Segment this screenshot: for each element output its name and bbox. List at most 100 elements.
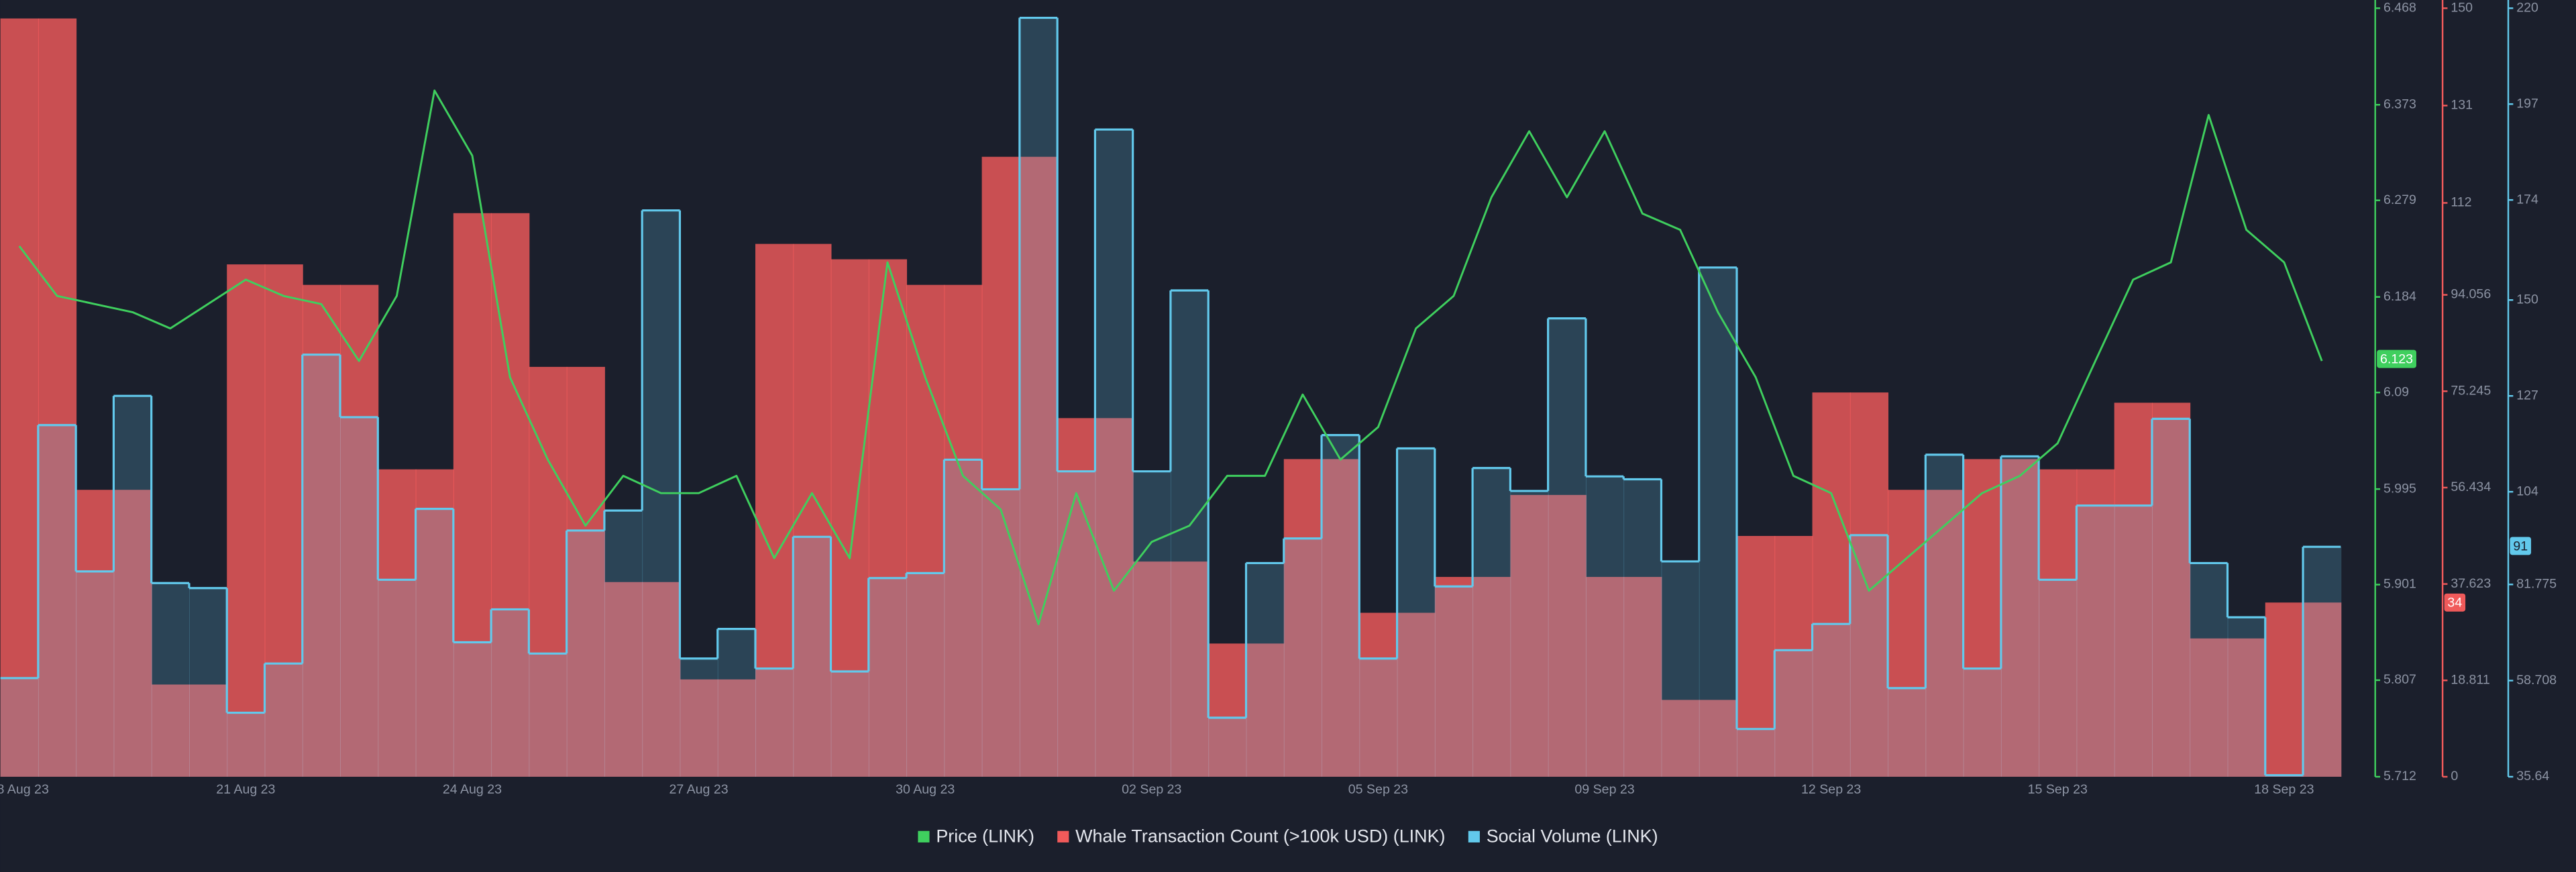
whale-count-bar <box>1888 490 1927 777</box>
x-tick-label: 18 Aug 23 <box>0 782 49 797</box>
whale-count-bar <box>642 582 681 777</box>
social-volume-step <box>755 668 794 777</box>
legend-label: Whale Transaction Count (>100k USD) (LIN… <box>1075 826 1445 847</box>
whale-count-bar <box>38 18 77 777</box>
badge-box <box>2444 593 2466 612</box>
whale-count-bar <box>340 284 379 777</box>
social-volume-step <box>453 642 492 777</box>
whale-count-bar <box>1963 459 2002 777</box>
whale-count-bar <box>1322 459 1360 777</box>
legend: Price (LINK) Whale Transaction Count (>10… <box>918 826 1658 847</box>
social-volume-step <box>1434 586 1474 777</box>
social-volume-step <box>76 571 115 777</box>
social-volume-step <box>717 629 756 777</box>
y-tick-label: 81.775 <box>2516 576 2557 591</box>
social-volume-step <box>2303 547 2342 777</box>
whale-count-bar <box>830 259 869 777</box>
whale-count-bar <box>1057 418 1096 777</box>
x-tick-label: 15 Sep 23 <box>2028 782 2088 797</box>
legend-label: Price (LINK) <box>936 826 1034 847</box>
x-tick-label: 21 Aug 23 <box>216 782 275 797</box>
whale-count-bar <box>0 18 39 777</box>
y-tick-label: 6.184 <box>2383 289 2416 304</box>
whale-count-bar <box>151 684 190 777</box>
social-volume-step <box>680 658 718 777</box>
whale-count-bar <box>2303 602 2342 777</box>
whale-count-bar <box>793 243 832 777</box>
social-volume-step <box>2114 505 2153 777</box>
x-tick-label: 09 Sep 23 <box>1574 782 1634 797</box>
whale-count-bar <box>1170 561 1210 777</box>
y-tick-label: 0 <box>2451 769 2458 783</box>
whale-count-bar <box>2227 638 2266 777</box>
current-value-badge: 34 <box>2444 593 2466 612</box>
social-volume-step <box>1246 563 1285 777</box>
legend-swatch <box>1468 830 1480 842</box>
social-volume-step <box>415 508 454 777</box>
social-volume-step <box>868 578 908 777</box>
whale-count-bar <box>1095 418 1134 777</box>
whale-count-bar <box>76 490 115 777</box>
whale-count-bar <box>1812 392 1851 777</box>
current-value-badge: 6.123 <box>2377 349 2416 368</box>
y-tick-label: 197 <box>2516 96 2538 111</box>
y-tick-label: 6.468 <box>2383 0 2416 15</box>
social-volume-step <box>2151 419 2191 777</box>
social-volume-step <box>1812 624 1851 777</box>
y-tick-label: 58.708 <box>2516 673 2557 688</box>
whale-count-bar <box>1548 494 1587 777</box>
whale-count-bar <box>2000 459 2040 777</box>
y-tick-label: 5.807 <box>2383 672 2416 687</box>
y-tick-label: 56.434 <box>2451 480 2491 494</box>
social-volume-step <box>944 459 983 777</box>
social-volume-step <box>1208 718 1247 777</box>
whale-count-bar <box>2114 402 2153 777</box>
current-value-badge: 91 <box>2510 537 2532 555</box>
y-tick-label: 18.811 <box>2451 672 2489 687</box>
whale-count-bar <box>1019 156 1059 777</box>
social-volume-step <box>113 396 152 777</box>
y-tick-label: 112 <box>2451 195 2471 210</box>
y-tick-label: 6.09 <box>2383 384 2409 399</box>
whale-count-bar <box>2076 469 2115 777</box>
whale-count-bar <box>1585 577 1625 777</box>
y-tick-label: 150 <box>2516 292 2538 307</box>
whale-count-bar <box>1283 459 1323 777</box>
social-volume-step <box>1322 435 1360 777</box>
whale-count-bar <box>1246 643 1285 777</box>
social-volume-step <box>1132 471 1171 777</box>
whale-count-bar <box>680 679 718 777</box>
whale-count-bar <box>415 469 454 777</box>
social-volume-step <box>1170 290 1210 777</box>
social-volume-step <box>1661 561 1700 777</box>
social-volume-step <box>1774 650 1813 777</box>
current-value: 91 <box>2513 539 2528 553</box>
whale-count-bar <box>755 243 794 777</box>
social-volume-step <box>2076 505 2115 777</box>
social-volume-step <box>1963 668 2002 777</box>
price-line <box>18 89 2323 626</box>
social-volume-step <box>2039 580 2078 777</box>
social-volume-step <box>1548 318 1587 777</box>
y-tick-label: 5.712 <box>2383 769 2416 783</box>
social-volume-step <box>981 489 1020 777</box>
social-volume-step <box>189 588 228 777</box>
whale-count-bar <box>566 366 605 777</box>
whale-count-bar <box>302 284 341 777</box>
whale-count-bar <box>1774 535 1813 777</box>
whale-count-bar <box>1132 561 1171 777</box>
current-value: 34 <box>2447 596 2462 610</box>
x-tick-label: 12 Sep 23 <box>1801 782 1861 797</box>
social-volume-step <box>566 530 605 777</box>
x-tick-label: 24 Aug 23 <box>443 782 502 797</box>
whale-count-bar <box>378 469 417 777</box>
social-volume-step <box>1736 728 1776 777</box>
social-volume-step <box>1699 267 1737 777</box>
y-tick-label: 5.995 <box>2383 481 2416 496</box>
whale-count-bar <box>1472 577 1511 777</box>
whale-count-bar <box>1623 577 1662 777</box>
whale-count-bar <box>1434 577 1474 777</box>
x-tick-label: 27 Aug 23 <box>669 782 728 797</box>
